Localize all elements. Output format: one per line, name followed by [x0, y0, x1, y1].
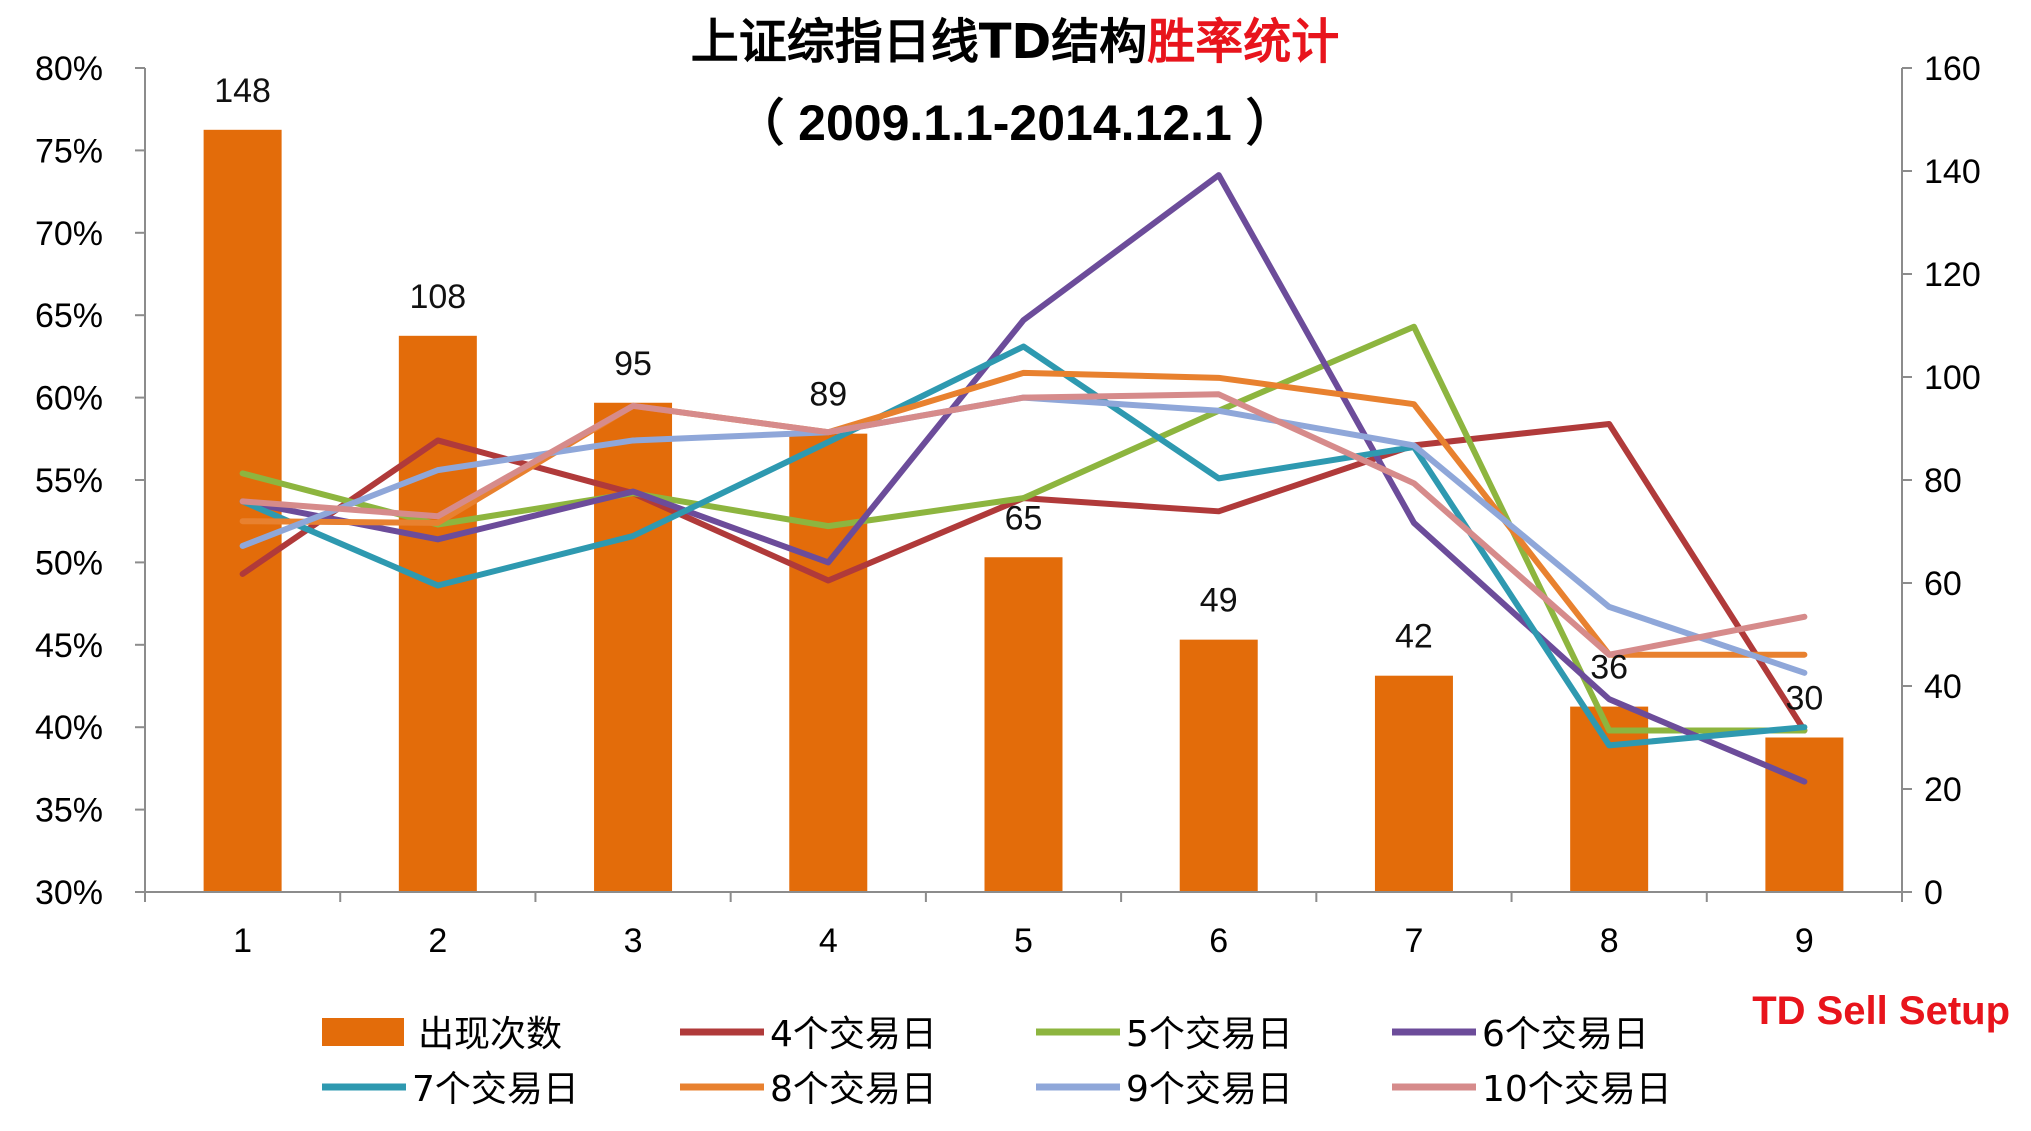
- right-tick-label: 80: [1924, 462, 1962, 500]
- bar-9: [1765, 737, 1844, 892]
- legend-label-series-10: 10个交易日: [1482, 1069, 1672, 1110]
- bar-5: [984, 557, 1063, 892]
- left-tick-label: 50%: [35, 544, 103, 582]
- chart-title: 上证综指日线TD结构胜率统计: [691, 14, 1340, 70]
- bar-label-3: 95: [614, 345, 652, 383]
- legend-item-series-4: 4个交易日: [680, 1014, 937, 1055]
- series-line-8: [239, 369, 1808, 658]
- legend-label-bars: 出现次数: [418, 1014, 562, 1055]
- legend-label-series-6: 6个交易日: [1482, 1014, 1649, 1055]
- series-line-10: [239, 391, 1808, 658]
- right-tick-label: 40: [1924, 668, 1962, 706]
- bar-3: [594, 402, 673, 892]
- right-tick-label: 120: [1924, 256, 1981, 294]
- left-tick-label: 30%: [35, 874, 103, 912]
- legend: 出现次数 4个交易日 5个交易日 6个交易日 7个交易日 8个交易日 9个交易日: [322, 1014, 1672, 1110]
- legend-label-series-8: 8个交易日: [770, 1069, 937, 1110]
- legend-item-series-9: 9个交易日: [1036, 1069, 1293, 1110]
- legend-label-series-5: 5个交易日: [1126, 1014, 1293, 1055]
- left-tick-label: 35%: [35, 792, 103, 830]
- left-tick-label: 45%: [35, 627, 103, 665]
- right-tick-label: 20: [1924, 771, 1962, 809]
- left-tick-label: 40%: [35, 709, 103, 747]
- x-tick-label-6: 6: [1209, 922, 1228, 960]
- bar-label-1: 148: [214, 72, 271, 110]
- bar-6: [1179, 639, 1258, 892]
- bar-label-6: 49: [1200, 582, 1238, 620]
- legend-item-series-10: 10个交易日: [1392, 1069, 1672, 1110]
- x-tick-label-5: 5: [1014, 922, 1033, 960]
- legend-item-series-7: 7个交易日: [322, 1069, 579, 1110]
- left-tick-label: 75%: [35, 132, 103, 170]
- right-tick-label: 160: [1924, 50, 1981, 88]
- legend-item-series-6: 6个交易日: [1392, 1014, 1649, 1055]
- x-tick-label-1: 1: [233, 922, 252, 960]
- x-tick-label-9: 9: [1795, 922, 1814, 960]
- left-tick-label: 80%: [35, 50, 103, 88]
- legend-label-series-7: 7个交易日: [412, 1069, 579, 1110]
- bar-data-labels: 148 108 95 89 65 49 42 36 30: [214, 72, 1823, 718]
- bar-label-4: 89: [809, 376, 847, 414]
- axes: 30% 35% 40% 45% 50% 55% 60% 65% 70% 75% 80% 0 20 40 60…: [35, 50, 1981, 960]
- bar-label-7: 42: [1395, 618, 1433, 656]
- legend-swatch-bars: [322, 1018, 404, 1046]
- x-axis-caption: TD Sell Setup: [1752, 989, 2010, 1033]
- bar-label-5: 65: [1005, 499, 1043, 537]
- bar-4: [789, 433, 868, 892]
- chart-title-highlight: 胜率统计: [1147, 14, 1339, 70]
- bar-label-2: 108: [409, 278, 466, 316]
- chart-subtitle: （ 2009.1.1-2014.12.1 ）: [734, 95, 1296, 151]
- bar-label-8: 36: [1590, 649, 1628, 687]
- left-tick-label: 60%: [35, 380, 103, 418]
- series-line-6: [239, 172, 1808, 785]
- x-tick-label-3: 3: [624, 922, 643, 960]
- right-tick-label: 0: [1924, 874, 1943, 912]
- right-tick-label: 100: [1924, 359, 1981, 397]
- right-tick-label: 60: [1924, 565, 1962, 603]
- chart-title-main: 上证综指日线TD结构: [691, 14, 1148, 70]
- legend-item-series-5: 5个交易日: [1036, 1014, 1293, 1055]
- legend-label-series-9: 9个交易日: [1126, 1069, 1293, 1110]
- x-tick-label-2: 2: [428, 922, 447, 960]
- left-tick-label: 55%: [35, 462, 103, 500]
- left-tick-label: 70%: [35, 215, 103, 253]
- right-tick-label: 140: [1924, 153, 1981, 191]
- bar-7: [1374, 675, 1453, 892]
- line-series-group: [239, 172, 1808, 785]
- bar-series: [203, 129, 1844, 893]
- bar-2: [398, 335, 477, 892]
- legend-item-bars: 出现次数: [322, 1014, 562, 1055]
- legend-item-series-8: 8个交易日: [680, 1069, 937, 1110]
- series-line-7: [239, 343, 1808, 749]
- x-tick-label-4: 4: [819, 922, 838, 960]
- x-tick-label-8: 8: [1600, 922, 1619, 960]
- x-tick-label-7: 7: [1404, 922, 1423, 960]
- legend-label-series-4: 4个交易日: [770, 1014, 937, 1055]
- bar-label-9: 30: [1785, 680, 1823, 718]
- left-tick-label: 65%: [35, 297, 103, 335]
- bar-8: [1570, 706, 1649, 892]
